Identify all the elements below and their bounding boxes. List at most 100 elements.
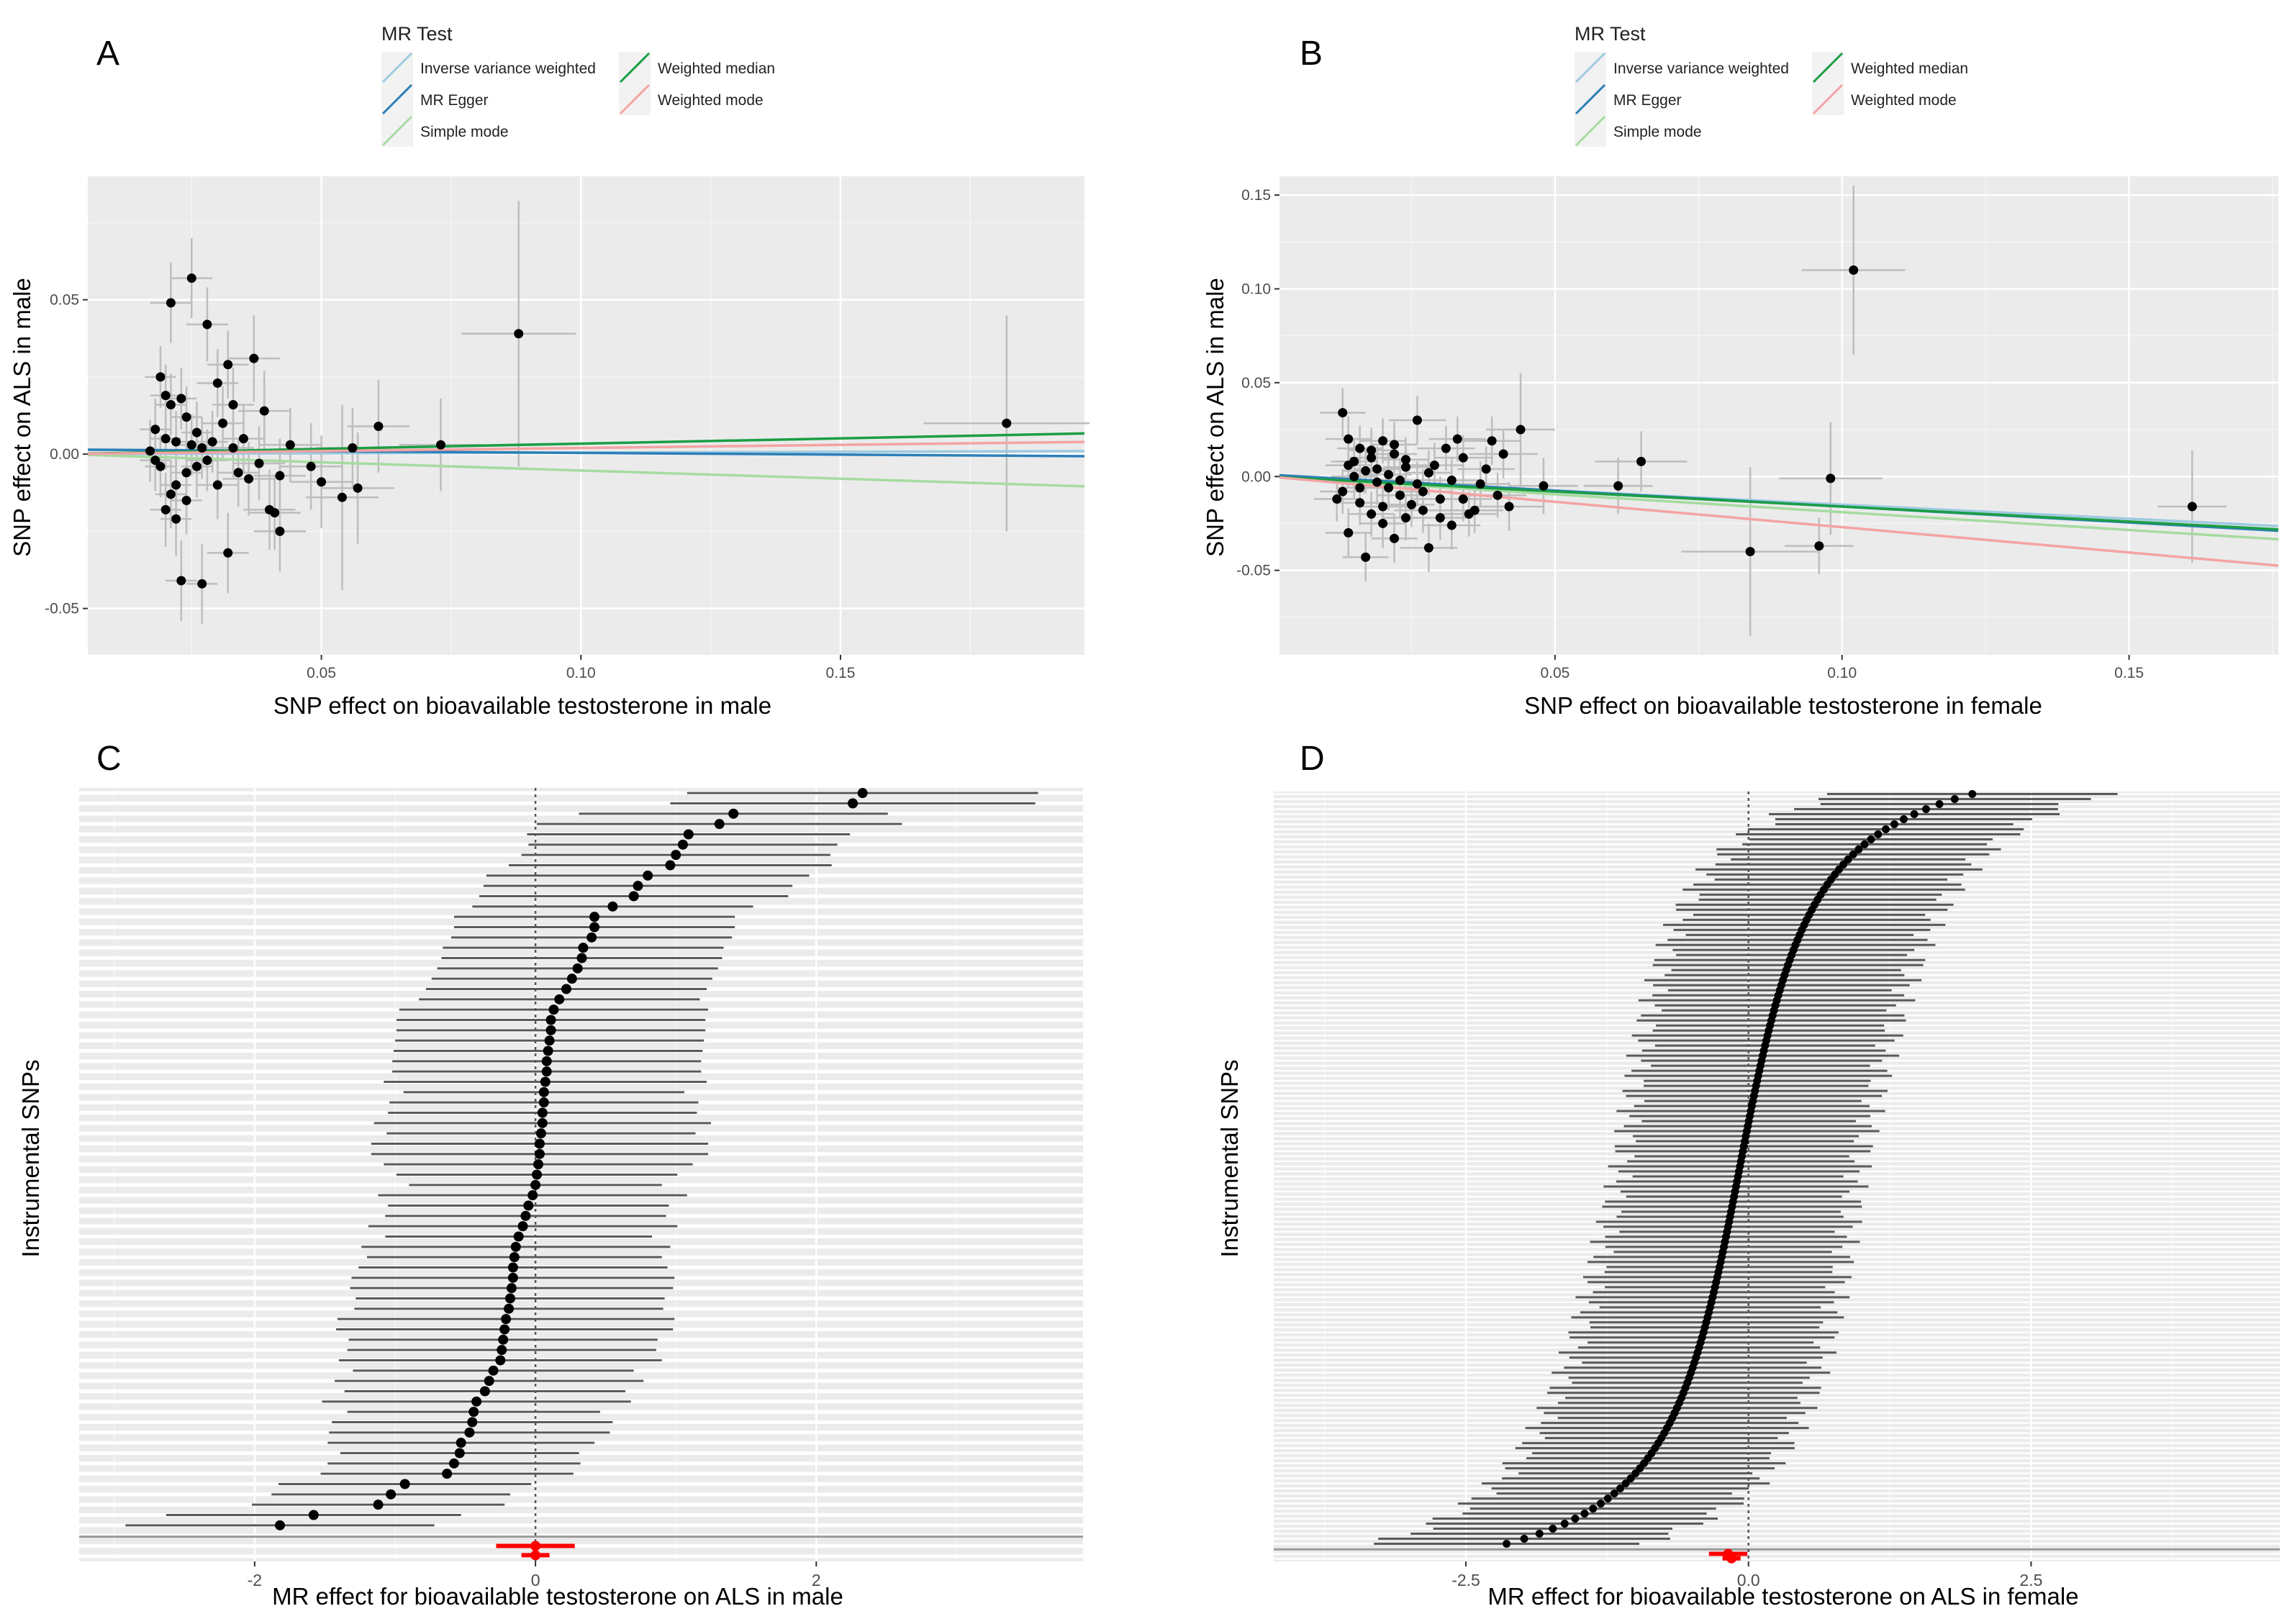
- snp-point: [259, 406, 269, 416]
- snp-effect-point: [554, 994, 565, 1004]
- panel-letter-b: B: [1300, 35, 1323, 73]
- snp-effect-point: [1874, 830, 1883, 838]
- x-axis-title-a: SNP effect on bioavailable testosterone …: [273, 692, 771, 719]
- y-tick-label: 0.00: [1241, 468, 1271, 485]
- snp-point: [1355, 483, 1365, 493]
- snp-point: [348, 443, 358, 453]
- snp-effect-point: [275, 1520, 285, 1530]
- snp-point: [212, 480, 222, 490]
- snp-effect-point: [1854, 845, 1863, 853]
- x-axis-title-c: MR effect for bioavailable testosterone …: [272, 1583, 843, 1610]
- snp-point: [1435, 513, 1445, 523]
- legend-title: MR Test: [1575, 23, 1646, 45]
- y-tick-label: 0.05: [50, 292, 79, 309]
- snp-effect-point: [1860, 840, 1869, 848]
- snp-point: [1390, 449, 1400, 459]
- snp-effect-point: [471, 1396, 482, 1407]
- snp-point: [1390, 440, 1400, 450]
- snp-point: [160, 391, 171, 401]
- panel-letter-d: D: [1300, 740, 1325, 778]
- snp-point: [171, 437, 181, 447]
- snp-point: [1412, 479, 1422, 489]
- x-tick-label: 0.15: [826, 665, 856, 681]
- snp-point: [317, 477, 327, 487]
- legend-line-ivw: [1575, 52, 1606, 83]
- snp-point: [202, 319, 212, 330]
- snp-effect-point: [1520, 1535, 1528, 1543]
- snp-point: [166, 298, 176, 308]
- snp-point: [223, 360, 233, 370]
- regression-line-weighted-median: [1279, 476, 2279, 531]
- x-tick-label: 0.10: [1827, 665, 1857, 681]
- snp-effect-point: [454, 1448, 465, 1459]
- snp-effect-point: [1910, 809, 1919, 818]
- snp-point: [223, 548, 233, 558]
- snp-point: [1539, 481, 1549, 491]
- y-tick-label: 0.05: [1241, 375, 1271, 391]
- snp-point: [436, 440, 446, 450]
- regression-line-simple-mode: [1279, 476, 2279, 541]
- snp-effect-point: [308, 1510, 319, 1520]
- snp-point: [207, 437, 217, 447]
- snp-point: [1423, 468, 1433, 478]
- snp-point: [1361, 552, 1371, 562]
- snp-effect-point: [507, 1262, 518, 1273]
- snp-point: [285, 440, 295, 450]
- snp-effect-point: [534, 1138, 545, 1149]
- snp-effect-point: [1616, 1484, 1624, 1493]
- snp-point: [228, 443, 238, 453]
- scatter-panel-b: 0.05 0.10 0.15 -0.05 0.00 0.05 0.10 0.15: [1236, 176, 2279, 681]
- snp-effect-point: [1589, 1505, 1598, 1513]
- snp-effect-point: [541, 1066, 552, 1077]
- snp-point: [191, 427, 201, 437]
- snp-point: [1349, 471, 1359, 481]
- snp-effect-point: [1899, 815, 1908, 823]
- snp-effect-point: [1580, 1510, 1589, 1518]
- snp-point: [1390, 533, 1400, 543]
- plot-background: [88, 176, 1084, 655]
- legend-line-ivw: [381, 52, 413, 83]
- snp-effect-point: [576, 953, 587, 963]
- snp-effect-point: [1503, 1540, 1511, 1548]
- snp-effect-point: [507, 1272, 518, 1283]
- legend-label: Simple mode: [420, 124, 509, 140]
- snp-effect-point: [541, 1056, 552, 1066]
- panel-letter-a: A: [96, 35, 119, 73]
- snp-point: [1378, 518, 1388, 528]
- snp-effect-point: [504, 1293, 515, 1304]
- snp-effect-point: [1549, 1525, 1557, 1533]
- snp-point: [1344, 461, 1354, 471]
- legend-label: MR Egger: [1613, 92, 1682, 109]
- snp-effect-point: [561, 984, 572, 994]
- snp-effect-point: [1935, 799, 1944, 808]
- snp-point: [1400, 513, 1410, 523]
- snp-point: [150, 425, 160, 435]
- snp-point: [186, 440, 196, 450]
- snp-point: [1745, 547, 1755, 557]
- snp-effect-point: [399, 1479, 410, 1489]
- snp-point: [1814, 541, 1824, 551]
- snp-point: [1338, 408, 1348, 418]
- snp-point: [1636, 456, 1646, 466]
- snp-effect-point: [1921, 804, 1930, 813]
- snp-point: [1475, 479, 1485, 489]
- snp-effect-point: [543, 1045, 553, 1056]
- snp-point: [1826, 473, 1836, 484]
- snp-effect-point: [545, 1015, 556, 1025]
- snp-point: [150, 455, 160, 466]
- snp-effect-point: [533, 1159, 543, 1170]
- snp-effect-point: [538, 1087, 549, 1097]
- snp-point: [1458, 453, 1468, 463]
- legend-label: Weighted median: [658, 60, 775, 77]
- snp-point: [186, 273, 196, 283]
- x-tick-label: 0.0: [1737, 1571, 1760, 1589]
- snp-point: [181, 495, 191, 505]
- snp-effect-point: [671, 850, 681, 861]
- legend-title: MR Test: [381, 23, 453, 45]
- snp-point: [270, 508, 280, 518]
- legend-line-weighted-mode: [619, 83, 651, 115]
- x-tick-label: 0.10: [566, 665, 596, 681]
- snp-effect-point: [572, 963, 583, 974]
- snp-point: [1384, 483, 1394, 493]
- snp-effect-point: [504, 1303, 515, 1314]
